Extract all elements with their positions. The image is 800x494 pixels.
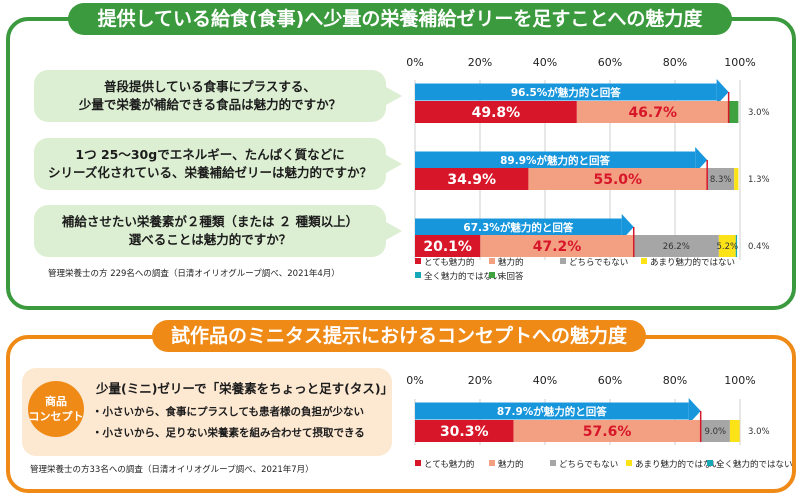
chart1-legend-label: 全く魅力的ではない [424, 271, 501, 282]
question-bubble-3: 補給させたい栄養素が２種類（または ２ 種類以上） 選べることは魅力的ですか？ [34, 205, 402, 257]
concept-headline: 少量(ミニ)ゼリーで「栄養素をちょっと足す(タス)」 [96, 381, 394, 396]
chart1-legend-swatch [560, 258, 566, 264]
chart2-legend-swatch [489, 460, 495, 466]
chart2-arrow-label: 87.9%が魅力的と回答 [497, 405, 607, 418]
chart1-legend-swatch [489, 272, 495, 278]
chart1-legend-label: 魅力的 [498, 257, 524, 268]
chart1-legend-swatch [415, 272, 421, 278]
concept-badge-line-1: 商品 [45, 395, 67, 408]
chart2-legend-label: とても魅力的 [424, 459, 474, 470]
chart2-arrow [415, 402, 689, 420]
chart1-tick-label: 100% [724, 56, 755, 69]
chart2-legend-swatch [626, 460, 632, 466]
chart2-tick-label: 80% [663, 374, 687, 387]
chart1-bar-no-answer [728, 101, 739, 123]
chart1-legend-label: どちらでもない [569, 258, 628, 268]
chart2-bar-not-very-attractive [729, 420, 740, 442]
section-title-2: 試作品のミニタス提示におけるコンセプトへの魅力度 [152, 320, 646, 352]
chart1-arrow-label: 96.5%が魅力的と回答 [511, 86, 621, 99]
question-1-line-1: 普段提供している食事にプラスする、 [104, 79, 316, 94]
chart1-data-label: 49.8% [472, 105, 521, 121]
chart1-tick-label: 40% [533, 56, 557, 69]
chart1-legend-swatch [641, 258, 647, 264]
chart1-bar-attractive [576, 101, 729, 123]
chart1-tick-label: 80% [663, 56, 687, 69]
chart1-arrow-head [695, 147, 708, 173]
chart1-bar-not-very-attractive [718, 235, 736, 257]
chart2-bar-attractive [513, 420, 701, 442]
chart1-data-label: 3.0% [748, 108, 770, 118]
concept-badge: 商品 コンセプト [28, 381, 84, 437]
concept-bullet-2: ・小さいから、足りない栄養素を組み合わせて摂取できる [92, 427, 365, 439]
chart1-arrow [415, 218, 622, 236]
chart2-legend-swatch [550, 460, 556, 466]
chart2-legend-swatch [415, 460, 421, 466]
chart2-legend-label: どちらでもない [559, 460, 618, 470]
survey-note-1: 管理栄養士の方 229名への調査（日清オイリオグループ調べ、2021年4月） [48, 269, 340, 279]
chart2-arrow-head [688, 398, 701, 424]
chart1-bar-very-attractive [415, 101, 577, 123]
chart2-legend-label: あまり魅力的ではない [635, 459, 720, 470]
question-bubble-2: 1つ 25〜30gでエネルギー、たんぱく質などに シリーズ化されている、栄養補給… [34, 138, 402, 190]
chart2-tick-label: 60% [598, 374, 622, 387]
chart1-legend-label: あまり魅力的ではない [650, 257, 735, 268]
chart1-bar-very-attractive [415, 168, 529, 190]
chart2-tick-label: 100% [724, 374, 755, 387]
chart2-data-label: 3.0% [748, 427, 770, 437]
chart1-data-label: 0.4% [748, 242, 770, 252]
chart1-bar-not-very-attractive [734, 168, 739, 190]
chart2-legend-label: 全く魅力的ではない [716, 459, 793, 470]
chart1-bar-attractive [480, 235, 634, 257]
chart1-arrow [415, 151, 696, 169]
question-2-line-1: 1つ 25〜30gでエネルギー、たんぱく質などに [75, 147, 345, 162]
chart1-data-label: 55.0% [594, 172, 643, 188]
chart1-data-label: 47.2% [533, 239, 582, 255]
chart1-bar-very-attractive [415, 235, 481, 257]
chart2-data-label: 9.0% [704, 427, 726, 437]
question-bubble-1: 普段提供している食事にプラスする、 少量で栄養が補給できる食品は魅力的ですか？ [34, 70, 402, 122]
chart1-bar-neutral [633, 235, 719, 257]
chart1-data-label: 8.3% [710, 175, 732, 185]
concept-bullet-1: ・小さいから、食事にプラスしても患者様の負担が少ない [92, 406, 364, 418]
chart1-data-label: 26.2% [663, 242, 690, 252]
chart2-legend-label: 魅力的 [498, 459, 524, 470]
chart1-bar-attractive [528, 168, 708, 190]
chart2-legend-swatch [707, 460, 713, 466]
chart1-data-label: 1.3% [748, 175, 770, 185]
question-1-line-2: 少量で栄養が補給できる食品は魅力的ですか？ [78, 97, 342, 112]
chart1-arrow [415, 83, 717, 101]
chart1-arrow-label: 67.3%が魅力的と回答 [463, 221, 573, 234]
chart2-tick-label: 20% [468, 374, 492, 387]
chart2-tick-label: 0% [406, 374, 423, 387]
chart2-data-label: 30.3% [440, 424, 489, 440]
question-2-line-2: シリーズ化されている、栄養補給ゼリーは魅力的ですか？ [47, 165, 372, 180]
chart1-tick-label: 60% [598, 56, 622, 69]
chart1-bar-not-at-all-attractive [735, 235, 738, 257]
chart1-data-label: 20.1% [423, 239, 472, 255]
survey-note-2: 管理栄養士の方33名への調査（日清オイリオグループ調べ、2021年7月） [30, 465, 314, 475]
chart1-legend-swatch [415, 258, 421, 264]
chart1-tick-label: 20% [468, 56, 492, 69]
chart1-tick-label: 0% [406, 56, 423, 69]
chart1-data-label: 34.9% [447, 172, 496, 188]
question-3-line-2: 選べることは魅力的ですか？ [128, 232, 292, 247]
section-title-1: 提供している給食(食事)へ少量の栄養補給ゼリーを足すことへの魅力度 [68, 3, 732, 35]
chart1-arrow-head [621, 214, 634, 240]
concept-badge-line-2: コンセプト [28, 410, 84, 423]
chart1-bar-neutral [707, 168, 735, 190]
chart2-bar-neutral [700, 420, 730, 442]
chart2-tick-label: 40% [533, 374, 557, 387]
chart1-arrow-head [716, 79, 729, 105]
chart2-data-label: 57.6% [583, 424, 632, 440]
chart1-legend-label: とても魅力的 [424, 257, 474, 268]
question-3-line-1: 補給させたい栄養素が２種類（または ２ 種類以上） [61, 214, 359, 229]
chart2-bar-very-attractive [415, 420, 514, 442]
chart1-arrow-label: 89.9%が魅力的と回答 [500, 154, 610, 167]
chart1-legend-swatch [489, 258, 495, 264]
chart1-legend-label: 未回答 [498, 271, 524, 282]
chart1-data-label: 5.2% [717, 242, 739, 252]
chart1-data-label: 46.7% [628, 105, 677, 121]
